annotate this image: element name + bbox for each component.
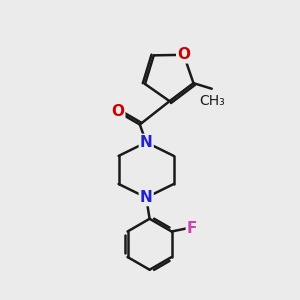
Text: O: O — [177, 47, 190, 62]
Text: CH₃: CH₃ — [199, 94, 225, 108]
Text: O: O — [111, 104, 124, 119]
Text: F: F — [187, 220, 197, 236]
Text: N: N — [140, 135, 153, 150]
Text: N: N — [140, 190, 153, 205]
